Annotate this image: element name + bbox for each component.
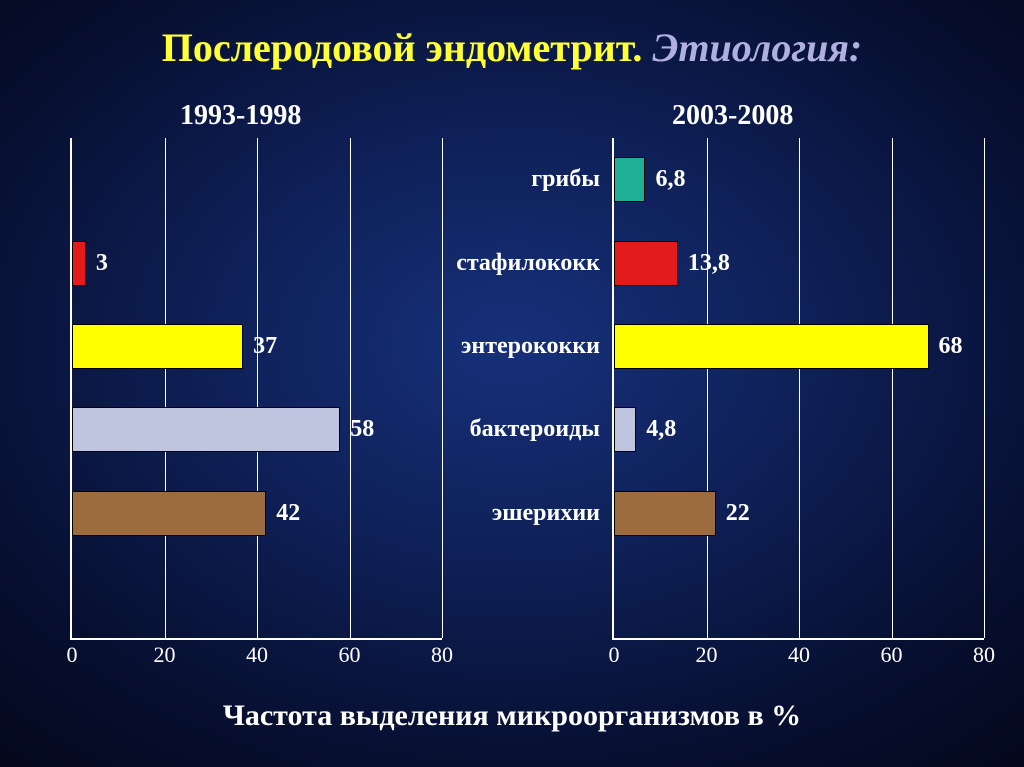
x-tick-label: 20 <box>154 642 176 668</box>
bar-row: 68 <box>614 324 963 369</box>
bar <box>72 491 266 536</box>
bar-value-label: 58 <box>350 416 374 443</box>
x-tick-label: 80 <box>431 642 453 668</box>
slide-title: Послеродовой эндометрит. Этиология: <box>0 24 1024 71</box>
bar-value-label: 6,8 <box>655 166 685 193</box>
category-label: стафилококк <box>456 241 600 286</box>
chart-left-plot: 0204060803375842 <box>70 138 442 640</box>
bar-value-label: 22 <box>726 500 750 527</box>
chart-right-plot: 020406080грибыстафилококкэнтерококкибакт… <box>612 138 984 640</box>
x-tick-label: 40 <box>788 642 810 668</box>
bar-row: 58 <box>72 407 374 452</box>
bar <box>614 157 645 202</box>
bar <box>614 324 929 369</box>
bar-value-label: 3 <box>96 250 108 277</box>
x-tick-label: 80 <box>973 642 995 668</box>
bar-value-label: 42 <box>276 500 300 527</box>
gridline <box>442 138 443 638</box>
x-tick-label: 60 <box>881 642 903 668</box>
x-tick-label: 20 <box>696 642 718 668</box>
bar-row: 4,8 <box>614 407 676 452</box>
chart-left-title: 1993-1998 <box>70 100 301 132</box>
x-tick-label: 40 <box>246 642 268 668</box>
x-tick-label: 60 <box>339 642 361 668</box>
title-part-2: Этиология: <box>652 25 862 70</box>
slide: Послеродовой эндометрит. Этиология: 1993… <box>0 0 1024 767</box>
bar <box>72 407 340 452</box>
category-label: грибы <box>531 157 600 202</box>
gridline <box>707 138 708 638</box>
bar <box>614 241 678 286</box>
bar-value-label: 68 <box>939 333 963 360</box>
x-tick-label: 0 <box>67 642 78 668</box>
bar-value-label: 13,8 <box>688 250 730 277</box>
x-axis-title: Частота выделения микроорганизмов в % <box>0 699 1024 733</box>
chart-right-block: 2003-2008 020406080грибыстафилококкэнтер… <box>612 100 984 640</box>
bar-row: 3 <box>72 241 108 286</box>
charts-row: 1993-1998 0204060803375842 2003-2008 020… <box>70 100 984 640</box>
gridline <box>257 138 258 638</box>
gridline <box>892 138 893 638</box>
bar-row: 37 <box>72 324 277 369</box>
bar <box>614 491 716 536</box>
title-part-1: Послеродовой эндометрит. <box>162 25 643 70</box>
bar-row: 22 <box>614 491 750 536</box>
bar-row: 13,8 <box>614 241 730 286</box>
category-label: бактероиды <box>470 407 600 452</box>
chart-right-title: 2003-2008 <box>612 100 793 132</box>
bar-row: 42 <box>72 491 300 536</box>
bar-value-label: 37 <box>253 333 277 360</box>
bar-row: 6,8 <box>614 157 685 202</box>
gridline <box>350 138 351 638</box>
bar-value-label: 4,8 <box>646 416 676 443</box>
category-label: энтерококки <box>461 324 600 369</box>
bar <box>614 407 636 452</box>
x-tick-label: 0 <box>609 642 620 668</box>
bar <box>72 241 86 286</box>
bar <box>72 324 243 369</box>
chart-left-block: 1993-1998 0204060803375842 <box>70 100 442 640</box>
gridline <box>165 138 166 638</box>
gridline <box>984 138 985 638</box>
category-label: эшерихии <box>492 491 600 536</box>
gridline <box>799 138 800 638</box>
